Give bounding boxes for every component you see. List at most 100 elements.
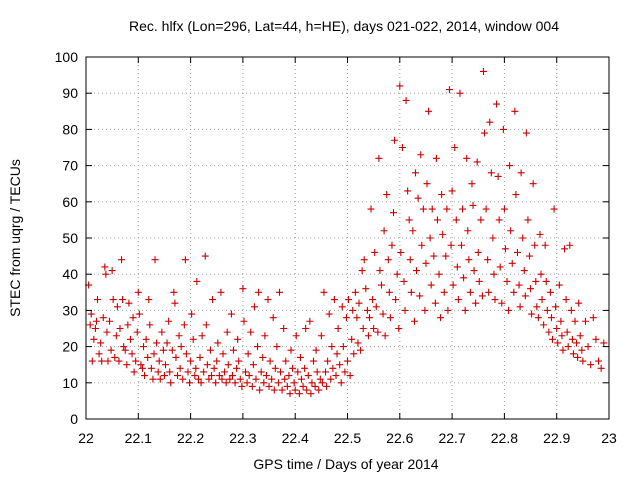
data-point xyxy=(416,292,424,300)
data-point xyxy=(276,288,284,296)
data-point xyxy=(413,267,421,275)
data-point xyxy=(239,285,247,293)
data-point xyxy=(325,310,333,318)
x-tick-label: 22.4 xyxy=(282,430,309,446)
data-point xyxy=(393,270,401,278)
data-point xyxy=(566,241,574,249)
data-point xyxy=(103,328,111,336)
data-point xyxy=(464,227,472,235)
data-point xyxy=(324,357,332,365)
data-point xyxy=(355,299,363,307)
data-point xyxy=(97,339,105,347)
data-point xyxy=(477,216,485,224)
data-point xyxy=(549,335,557,343)
data-point xyxy=(205,375,213,383)
data-points xyxy=(85,67,608,398)
data-point xyxy=(545,328,553,336)
data-point xyxy=(595,357,603,365)
data-point xyxy=(411,169,419,177)
data-point xyxy=(250,303,258,311)
data-point xyxy=(507,227,515,235)
data-point xyxy=(118,256,126,264)
x-tick-label: 22.5 xyxy=(334,430,361,446)
data-point xyxy=(433,216,441,224)
data-point xyxy=(269,314,277,322)
data-point xyxy=(442,252,450,260)
data-point xyxy=(177,343,185,351)
data-point xyxy=(463,154,471,162)
data-point xyxy=(555,281,563,289)
data-point xyxy=(203,361,211,369)
data-point xyxy=(130,368,138,376)
data-point xyxy=(192,364,200,372)
data-point xyxy=(227,310,235,318)
data-point xyxy=(175,332,183,340)
data-point xyxy=(333,350,341,358)
data-point xyxy=(537,270,545,278)
data-point xyxy=(428,205,436,213)
data-point xyxy=(406,256,414,264)
data-point xyxy=(154,368,162,376)
data-point xyxy=(409,227,417,235)
data-point xyxy=(273,343,281,351)
data-point xyxy=(328,343,336,351)
data-point xyxy=(401,306,409,314)
data-point xyxy=(87,310,95,318)
data-point xyxy=(486,118,494,126)
y-tick-label: 80 xyxy=(62,121,78,137)
data-point xyxy=(344,357,351,365)
data-point xyxy=(584,343,592,351)
data-point xyxy=(432,154,440,162)
data-point xyxy=(425,107,433,115)
data-point xyxy=(516,303,524,311)
data-point xyxy=(247,328,255,336)
x-tick-label: 22.9 xyxy=(543,430,570,446)
data-point xyxy=(521,292,529,300)
data-point xyxy=(111,353,119,361)
y-tick-label: 90 xyxy=(62,85,78,101)
data-point xyxy=(445,86,453,94)
data-point xyxy=(391,136,399,144)
data-point xyxy=(484,256,492,264)
data-point xyxy=(234,335,242,343)
data-point xyxy=(439,230,447,238)
data-point xyxy=(104,357,112,365)
data-point xyxy=(271,364,279,372)
data-point xyxy=(112,332,120,340)
data-point xyxy=(310,357,318,365)
data-point xyxy=(576,332,584,340)
data-point xyxy=(571,317,579,325)
data-point xyxy=(569,350,577,358)
y-tick-label: 30 xyxy=(62,302,78,318)
data-point xyxy=(249,361,257,369)
data-point xyxy=(168,346,176,354)
data-point xyxy=(161,361,169,369)
data-point xyxy=(351,288,359,296)
data-point xyxy=(193,277,201,285)
data-point xyxy=(359,325,367,332)
data-point xyxy=(126,335,134,343)
data-point xyxy=(533,303,541,311)
data-point xyxy=(553,325,561,332)
data-point xyxy=(202,321,210,329)
data-point xyxy=(285,372,293,380)
data-point xyxy=(400,277,408,285)
data-point xyxy=(315,386,323,394)
data-point xyxy=(345,296,353,304)
data-point xyxy=(296,353,304,361)
data-point xyxy=(374,328,382,336)
data-point xyxy=(145,296,153,304)
data-point xyxy=(466,288,474,296)
data-point xyxy=(458,241,466,249)
data-point xyxy=(452,216,460,224)
x-tick-label: 22 xyxy=(78,430,94,446)
data-point xyxy=(120,343,128,351)
data-point xyxy=(529,180,537,188)
data-point xyxy=(245,372,253,380)
data-point xyxy=(377,281,385,289)
data-point xyxy=(242,368,250,376)
data-point xyxy=(396,82,404,90)
data-point xyxy=(292,332,300,340)
data-point xyxy=(311,382,319,390)
